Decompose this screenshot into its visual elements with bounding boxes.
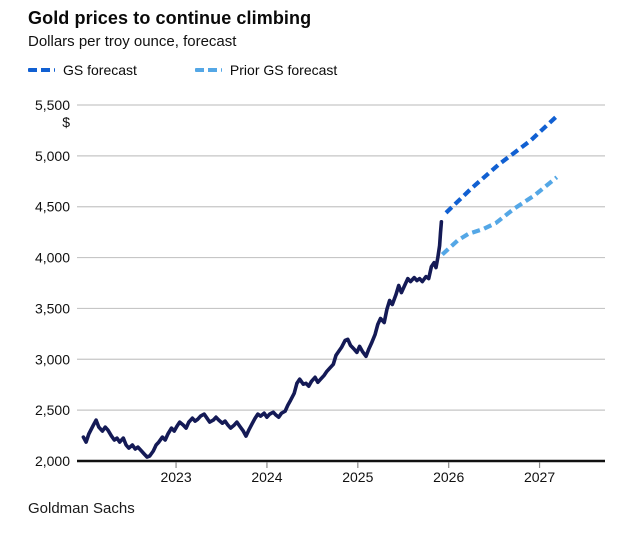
chart-subtitle: Dollars per troy ounce, forecast [28, 33, 237, 50]
source-attribution: Goldman Sachs [28, 500, 135, 517]
y-axis-tick-label: 5,500 [35, 97, 70, 113]
legend-label: Prior GS forecast [229, 62, 338, 78]
legend-item-prior-gs-forecast: Prior GS forecast [194, 62, 338, 78]
y-axis-tick-label: 2,500 [35, 402, 70, 418]
currency-unit-label: $ [62, 114, 70, 130]
chart-title: Gold prices to continue climbing [28, 8, 312, 28]
y-axis-tick-label: 5,000 [35, 148, 70, 164]
series-gold-price-history- [81, 220, 444, 459]
y-axis-tick-label: 3,500 [35, 300, 70, 316]
y-axis-tick-label: 4,000 [35, 250, 70, 266]
chart-legend: GS forecast Prior GS forecast [28, 62, 337, 78]
legend-label: GS forecast [63, 62, 137, 78]
x-axis-tick-label: 2026 [433, 469, 464, 485]
series-gs-forecast [444, 114, 559, 215]
x-axis-tick-label: 2024 [251, 469, 282, 485]
x-axis-tick-label: 2027 [524, 469, 555, 485]
series-prior-gs-forecast [440, 175, 559, 257]
gs-forecast-dash-icon [28, 68, 55, 72]
x-axis-tick-label: 2025 [342, 469, 373, 485]
y-axis-tick-label: 4,500 [35, 199, 70, 215]
y-axis-tick-label: 2,000 [35, 453, 70, 469]
prior-gs-forecast-dash-icon [194, 68, 222, 72]
y-axis-tick-label: 3,000 [35, 351, 70, 367]
legend-item-gs-forecast: GS forecast [28, 62, 137, 78]
x-axis-tick-label: 2023 [160, 469, 191, 485]
